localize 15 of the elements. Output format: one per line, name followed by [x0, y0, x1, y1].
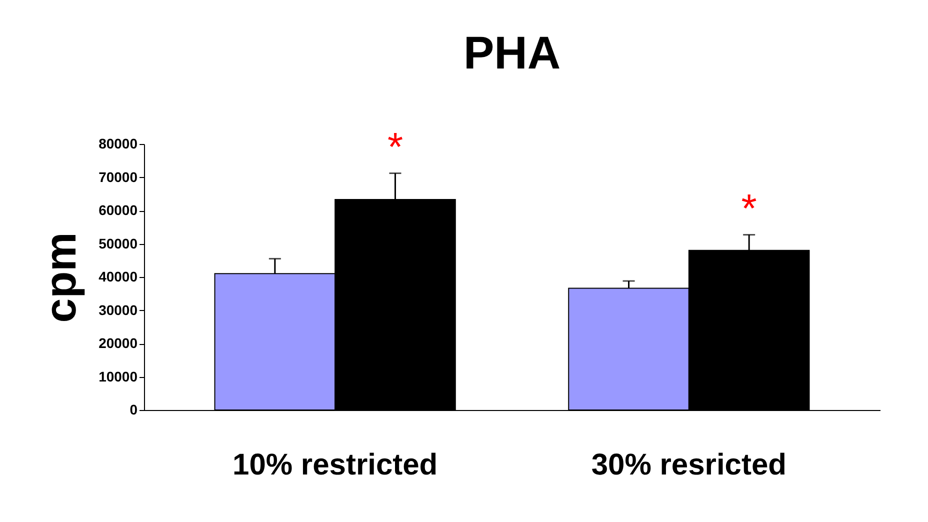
- annotation: *: [387, 125, 404, 170]
- annotation: *: [741, 186, 757, 231]
- y-tick-label: 30000: [98, 302, 138, 318]
- y-tick-label: 80000: [98, 136, 138, 152]
- y-tick-label: 40000: [98, 268, 138, 284]
- y-tick-label: 60000: [98, 202, 138, 218]
- y-tick-label: 70000: [98, 168, 138, 185]
- x-tick-label: 30% resricted: [591, 448, 786, 482]
- y-tick-label: 0: [130, 402, 138, 418]
- x-tick-label: 10% restricted: [232, 448, 438, 482]
- y-axis-title: cpm: [36, 232, 86, 323]
- y-tick-label: 50000: [98, 235, 138, 252]
- chart-title: PHA: [463, 26, 561, 78]
- y-tick-label: 10000: [98, 368, 138, 384]
- y-tick-label: 20000: [98, 335, 138, 351]
